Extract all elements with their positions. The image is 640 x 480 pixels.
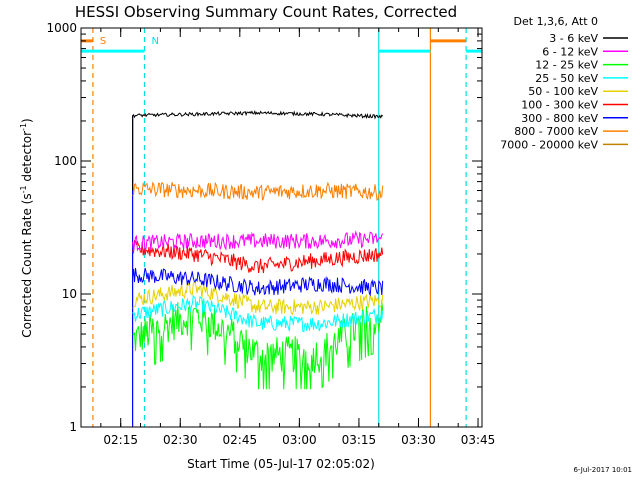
annotation-label-1: N — [152, 36, 159, 47]
y-axis-label-end: ) — [20, 118, 34, 123]
series-line-6 — [132, 181, 384, 201]
series-line-7 — [132, 110, 384, 120]
legend-label-2: 12 - 25 keV — [535, 59, 598, 72]
y-tick-label-3: 1000 — [46, 21, 77, 35]
x-tick-label-0: 02:15 — [103, 433, 138, 447]
series-line-1 — [132, 294, 384, 333]
x-tick-label-5: 03:30 — [401, 433, 436, 447]
series-line-4 — [132, 239, 384, 274]
series-line-5 — [132, 230, 384, 253]
x-tick-label-3: 03:00 — [282, 433, 317, 447]
y-axis-label-sup: -1 — [19, 185, 28, 193]
y-axis-label-main: Corrected Count Rate (s — [20, 193, 34, 337]
x-tick-label-2: 02:45 — [223, 433, 258, 447]
series-line-0 — [132, 299, 384, 390]
legend-header: Det 1,3,6, Att 0 — [514, 15, 598, 28]
y-tick-label-1: 10 — [62, 287, 77, 301]
y-axis-label: Corrected Count Rate (s-1 detector-1) — [19, 118, 34, 337]
chart-title: HESSI Observing Summary Count Rates, Cor… — [75, 3, 457, 21]
series-line-2 — [132, 280, 384, 316]
annotation-label-0: S — [100, 36, 106, 47]
series-line-3 — [132, 267, 384, 297]
legend-label-5: 100 - 300 keV — [521, 99, 598, 112]
x-tick-label-4: 03:15 — [342, 433, 377, 447]
plot-area: S N 1 10 100 1000 02:15 02:30 02:45 03:00 03:15 03:… — [46, 21, 495, 447]
plot-frame — [80, 27, 483, 428]
legend-label-0: 3 - 6 keV — [549, 32, 598, 45]
y-tick-label-0: 1 — [69, 420, 77, 434]
legend-label-7: 800 - 7000 keV — [514, 125, 598, 138]
legend-label-1: 6 - 12 keV — [542, 45, 598, 58]
legend-label-6: 300 - 800 keV — [521, 112, 598, 125]
legend-label-4: 50 - 100 keV — [528, 85, 598, 98]
x-axis-label: Start Time (05-Jul-17 02:05:02) — [187, 457, 375, 471]
y-axis-label-sup2: -1 — [19, 123, 28, 131]
x-tick-label-1: 02:30 — [163, 433, 198, 447]
legend-label-8: 7000 - 20000 keV — [500, 138, 598, 151]
timestamp: 6-Jul-2017 10:01 — [573, 466, 632, 474]
legend-label-3: 25 - 50 keV — [535, 72, 598, 85]
y-axis-label-mid: detector — [20, 131, 34, 186]
y-tick-label-2: 100 — [54, 154, 77, 168]
x-tick-label-6: 03:45 — [461, 433, 496, 447]
